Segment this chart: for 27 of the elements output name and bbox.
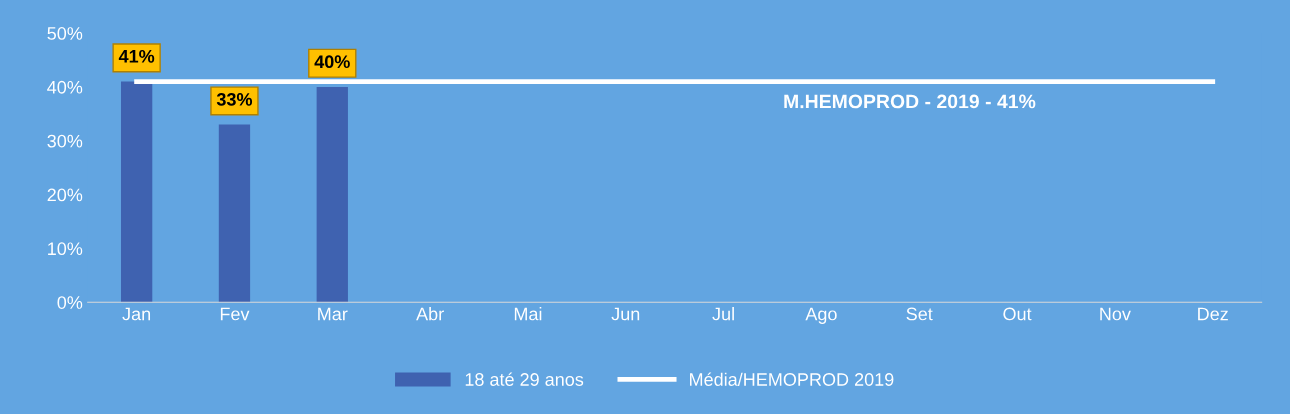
y-tick-label: 40% (47, 80, 83, 94)
x-tick-label: Jun (611, 307, 640, 321)
legend-label: 18 até 29 anos (465, 372, 584, 386)
x-tick-label: Jul (712, 307, 734, 321)
x-tick-label: Dez (1198, 307, 1228, 321)
x-tick-label: Jan (122, 307, 151, 321)
x-tick-label: Abr (416, 307, 444, 321)
x-tick-label: Out (1003, 307, 1032, 321)
x-tick-label: Mar (318, 307, 348, 321)
y-tick-label: 30% (47, 134, 83, 148)
y-tick-label: 20% (47, 188, 83, 202)
y-tick-label: 10% (48, 242, 83, 256)
bar (218, 124, 251, 303)
bar (120, 81, 153, 303)
y-tick-label: 50% (47, 27, 83, 40)
x-tick-label: Set (906, 307, 933, 321)
x-tick-label: Ago (805, 307, 837, 324)
y-tick-label: 0% (57, 296, 83, 309)
x-tick-label: Mai (514, 307, 542, 321)
data-label: 40% (314, 55, 350, 69)
bar (316, 86, 348, 303)
legend-label: Média/HEMOPROD 2019 (690, 372, 894, 386)
x-tick-label: Nov (1100, 307, 1131, 321)
annotation: M.HEMOPROD - 2019 - 41% (784, 94, 1036, 109)
data-label: 33% (216, 92, 253, 106)
data-label: 41% (118, 49, 155, 63)
x-tick-label: Fev (220, 307, 250, 321)
